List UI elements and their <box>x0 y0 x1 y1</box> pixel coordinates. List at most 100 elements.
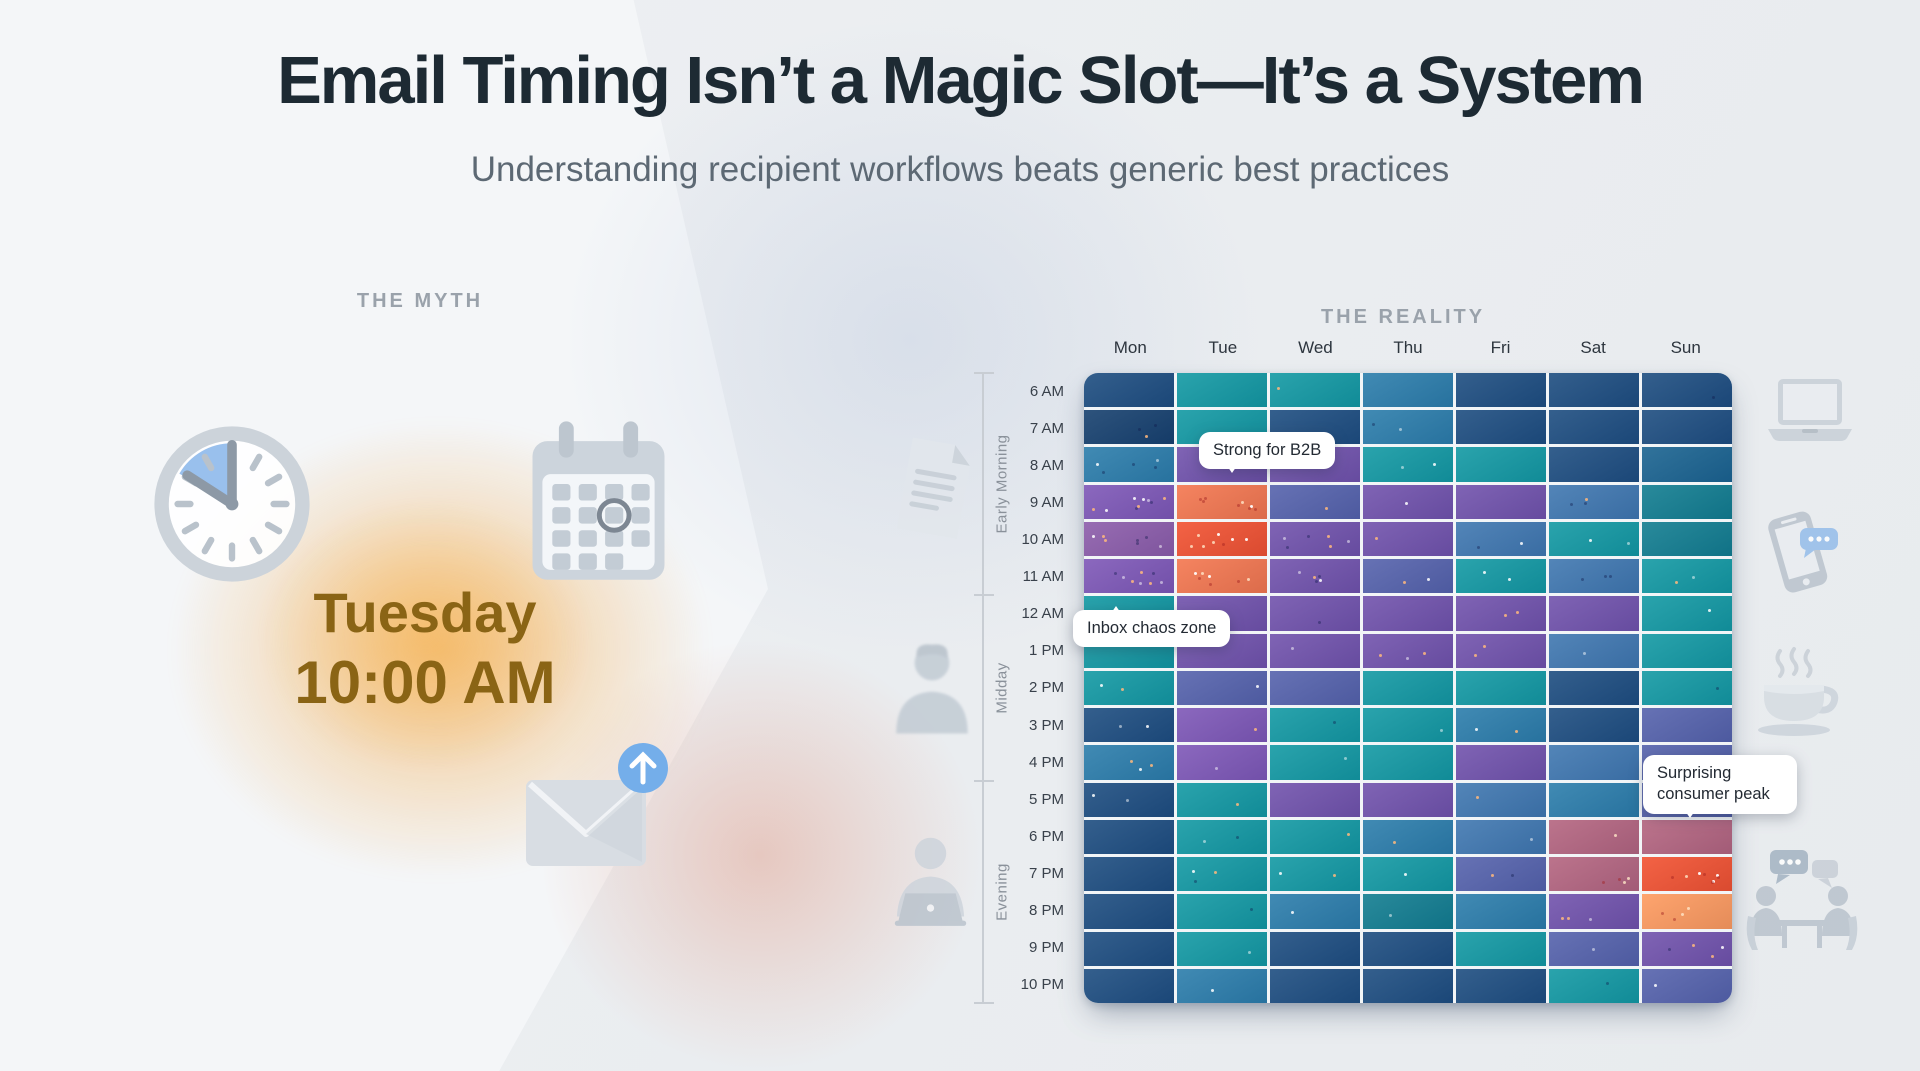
person-laptop-icon <box>878 832 983 945</box>
page-subtitle: Understanding recipient workflows beats … <box>470 150 1450 189</box>
time-axis-line <box>982 374 984 1002</box>
engagement-dot <box>1697 872 1701 876</box>
engagement-dot <box>1095 463 1099 467</box>
engagement-dot <box>1681 913 1685 917</box>
heatmap-cell-thu-12am <box>1363 596 1453 631</box>
engagement-dot <box>1211 541 1215 545</box>
engagement-dot <box>1379 654 1383 658</box>
heatmap-cell-mon-8pm <box>1084 894 1174 929</box>
heatmap-cell-fri-5pm <box>1456 782 1546 817</box>
engagement-dot <box>1100 684 1103 688</box>
hour-label: 7 AM <box>1029 420 1064 438</box>
callout-strong-for-b2b: Strong for B2B <box>1199 432 1336 474</box>
day-axis-labels: Mon Tue Wed Thu Fri Sat Sun <box>1084 338 1732 364</box>
engagement-dot <box>1154 466 1158 470</box>
heatmap-cell-fri-8am <box>1456 447 1546 482</box>
engagement-dot <box>1119 724 1122 728</box>
heatmap-cell-sun-2pm <box>1642 670 1732 706</box>
engagement-dot <box>1332 873 1336 877</box>
heatmap-cell-sun-12am <box>1642 596 1732 631</box>
heatmap-cell-fri-6pm <box>1456 819 1546 855</box>
heatmap-cell-wed-5pm <box>1270 782 1360 817</box>
engagement-dot <box>1711 396 1715 400</box>
engagement-dot <box>1603 575 1607 579</box>
engagement-dot <box>1249 504 1253 508</box>
heatmap-cell-wed-3pm <box>1270 708 1360 743</box>
hour-label: 8 PM <box>1028 901 1064 919</box>
engagement-dot <box>1708 608 1712 612</box>
engagement-dot <box>1131 462 1135 466</box>
engagement-dot <box>1241 500 1245 504</box>
calendar-icon <box>516 418 681 598</box>
engagement-dot <box>1393 840 1397 844</box>
engagement-dot <box>1202 839 1206 843</box>
engagement-dot <box>1144 434 1148 438</box>
heatmap-cell-mon-10pm <box>1084 968 1174 1003</box>
hour-label: 8 AM <box>1029 457 1064 475</box>
heatmap-cell-sun-3pm <box>1642 708 1732 743</box>
heatmap-cell-thu-8pm <box>1363 894 1453 929</box>
axis-tick <box>974 372 994 374</box>
engagement-dot <box>1332 721 1336 725</box>
heatmap-cell-wed-4pm <box>1270 745 1360 780</box>
heatmap-cell-thu-1pm <box>1363 633 1453 668</box>
hour-label: 1 PM <box>1028 642 1064 660</box>
send-time-heatmap <box>1084 373 1732 1003</box>
heatmap-cell-thu-9am <box>1363 484 1453 519</box>
heatmap-cell-tue-3pm <box>1177 708 1267 743</box>
hour-label: 6 AM <box>1029 383 1064 401</box>
engagement-dot <box>1660 911 1664 915</box>
engagement-dot <box>1247 950 1251 954</box>
heatmap-cell-thu-9pm <box>1363 931 1453 966</box>
axis-tick <box>974 594 994 597</box>
day-label: Sun <box>1670 338 1701 357</box>
heatmap-cell-thu-6am <box>1363 373 1453 408</box>
engagement-dot <box>1254 507 1258 511</box>
heatmap-cell-fri-9am <box>1456 484 1546 519</box>
engagement-dot <box>1580 578 1584 582</box>
heatmap-cell-tue-10am <box>1177 521 1267 557</box>
myth-time-text: 10:00 AM <box>294 649 556 716</box>
engagement-dot <box>1618 877 1622 881</box>
engagement-dot <box>1483 570 1486 574</box>
engagement-dot <box>1113 571 1117 575</box>
engagement-dot <box>1490 874 1494 878</box>
callout-surprising-consumer-peak: Surprising consumer peak <box>1643 755 1797 818</box>
day-label: Sat <box>1580 338 1606 357</box>
heatmap-cell-sun-8pm <box>1642 894 1732 929</box>
day-label: Thu <box>1393 338 1423 357</box>
heatmap-cell-fri-1pm <box>1456 633 1546 668</box>
heatmap-cell-mon-9am <box>1084 484 1174 519</box>
engagement-dot <box>1156 459 1160 463</box>
engagement-dot <box>1235 836 1239 840</box>
heatmap-cell-sat-6pm <box>1549 819 1639 855</box>
heatmap-cell-wed-6pm <box>1270 819 1360 855</box>
heatmap-cell-wed-1pm <box>1270 633 1360 668</box>
engagement-dot <box>1405 657 1409 661</box>
heatmap-cell-sun-8am <box>1642 447 1732 482</box>
engagement-dot <box>1130 579 1134 583</box>
heatmap-cell-sat-10am <box>1549 521 1639 557</box>
engagement-dot <box>1529 838 1533 842</box>
heatmap-cell-tue-10pm <box>1177 968 1267 1003</box>
heatmap-cell-wed-7pm <box>1270 857 1360 892</box>
engagement-dot <box>1691 575 1695 579</box>
engagement-dot <box>1245 537 1249 541</box>
heatmap-cell-mon-6am <box>1084 373 1174 408</box>
engagement-dot <box>1290 910 1294 914</box>
engagement-dot <box>1404 873 1408 877</box>
hour-label: 6 PM <box>1028 827 1064 845</box>
engagement-dot <box>1317 620 1321 624</box>
meeting-icon <box>1742 848 1862 958</box>
engagement-dot <box>1687 906 1691 910</box>
engagement-dot <box>1692 943 1696 947</box>
engagement-dot <box>1213 871 1217 875</box>
heatmap-cell-sat-8am <box>1549 447 1639 482</box>
engagement-dot <box>1193 879 1197 883</box>
engagement-dot <box>1199 497 1202 501</box>
heatmap-cell-tue-6pm <box>1177 819 1267 855</box>
engagement-dot <box>1277 387 1281 391</box>
axis-tick <box>974 779 994 782</box>
heatmap-cell-fri-11am <box>1456 559 1546 594</box>
engagement-dot <box>1346 833 1350 837</box>
